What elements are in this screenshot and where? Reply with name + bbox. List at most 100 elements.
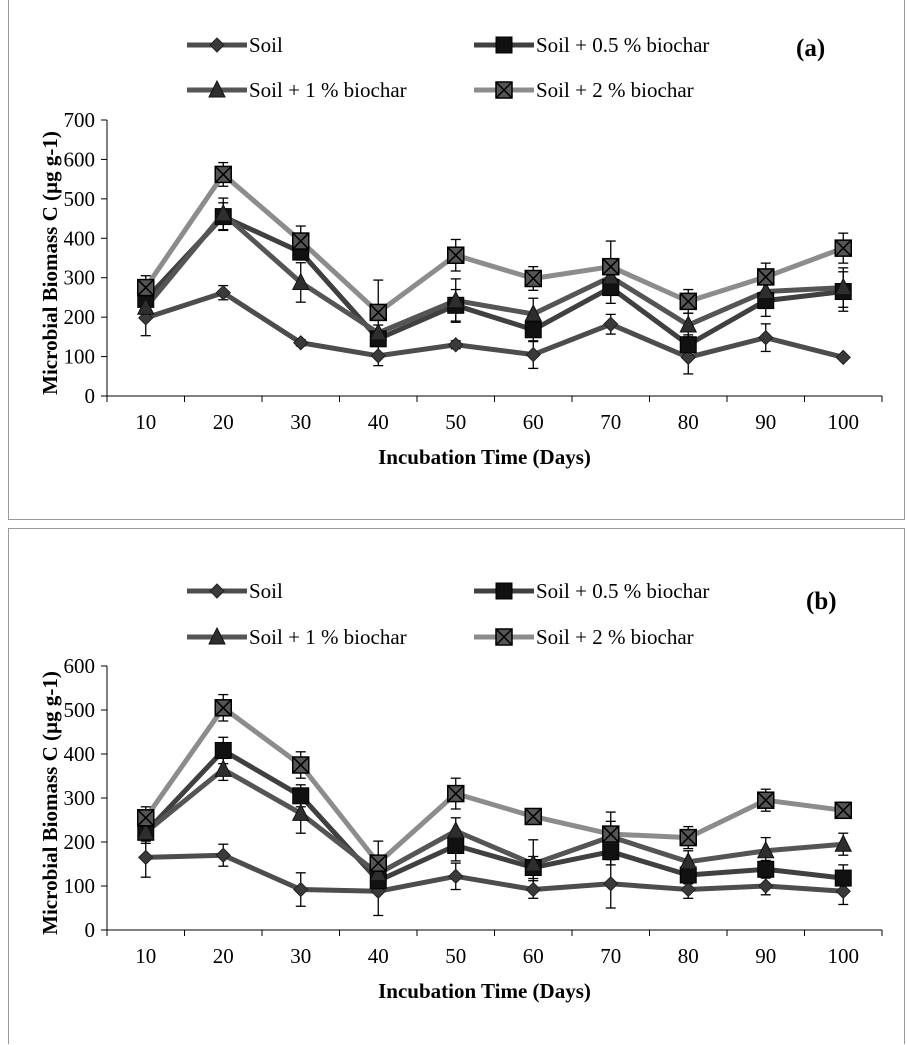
panel-label: (a): [796, 35, 825, 62]
data-point: [679, 314, 698, 333]
chart-b-svg: 0 100 200 300 400 500 600 10 20 30 40 50 60 70 80 90 100…: [38, 579, 883, 1003]
data-point: [447, 246, 465, 264]
data-point: [369, 303, 387, 322]
y-tick-label: 600: [64, 654, 96, 678]
data-point: [602, 825, 620, 843]
data-point: [602, 843, 620, 861]
data-point: [447, 784, 465, 803]
legend-label: Soil + 0.5 % biochar: [536, 579, 709, 603]
x-axis-title: Incubation Time (Days): [378, 979, 591, 1003]
data-point: [214, 165, 232, 184]
legend-label: Soil + 1 % biochar: [249, 625, 407, 649]
data-point: [602, 257, 620, 276]
data-point: [835, 349, 851, 366]
y-tick-label: 400: [64, 226, 96, 250]
x-tick-label: 80: [678, 944, 699, 968]
x-tick-label: 10: [135, 944, 156, 968]
x-tick-label: 60: [523, 410, 544, 434]
data-point: [757, 268, 775, 286]
series-line: [143, 705, 844, 866]
data-point: [291, 803, 310, 821]
x-tick-label: 20: [213, 410, 234, 434]
data-point: [679, 851, 698, 870]
y-tick-label: 400: [64, 742, 96, 766]
y-tick-label: 100: [64, 345, 96, 369]
legend-marker-icon: [495, 36, 513, 54]
data-point: [215, 284, 231, 301]
legend-marker-icon: [495, 582, 513, 600]
data-point: [524, 321, 542, 339]
data-point: [524, 269, 542, 288]
series-line: [145, 852, 844, 894]
data-point: [603, 876, 619, 892]
data-point: [834, 834, 853, 852]
x-tick-label: 80: [678, 410, 699, 434]
data-point: [834, 801, 852, 820]
legend-entry: Soil + 2 % biochar: [474, 625, 694, 649]
legend-entry: Soil + 1 % biochar: [187, 625, 407, 649]
legend-label: Soil + 1 % biochar: [249, 78, 407, 102]
data-point: [214, 203, 233, 222]
x-tick-label: 90: [755, 410, 776, 434]
data-point: [757, 860, 775, 878]
x-tick-label: 50: [445, 410, 466, 434]
y-tick-label: 300: [64, 786, 96, 810]
panel-label: (b): [806, 588, 837, 615]
data-point: [292, 756, 310, 774]
data-point: [293, 881, 309, 898]
data-point: [448, 868, 464, 885]
y-axis-title: Microbial Biomass C (µg g-1): [38, 131, 62, 395]
y-tick-label: 600: [64, 147, 96, 171]
legend-entry: Soil + 1 % biochar: [187, 78, 407, 102]
data-point: [756, 281, 775, 300]
data-point: [214, 741, 232, 759]
series-line: [143, 747, 844, 884]
x-axis-title: Incubation Time (Days): [378, 445, 591, 469]
chart-panel-a: 0 100 200 300 400 500 600 700 10 20 30 40 50 60 70 80 90…: [8, 0, 905, 520]
y-tick-label: 500: [64, 187, 96, 211]
series-line: [144, 290, 844, 360]
x-tick-label: 40: [368, 410, 389, 434]
data-point: [601, 266, 620, 285]
data-point: [292, 787, 310, 805]
legend-marker-icon: [495, 81, 513, 99]
data-point: [525, 346, 541, 363]
data-point: [679, 866, 697, 884]
x-tick-label: 70: [600, 944, 621, 968]
x-tick-label: 30: [290, 944, 311, 968]
series-line: [143, 214, 844, 348]
data-point: [137, 809, 155, 827]
data-point: [525, 881, 541, 898]
y-tick-label: 0: [85, 918, 96, 942]
data-point: [758, 878, 774, 894]
y-tick-label: 200: [64, 830, 96, 854]
legend-marker-icon: [209, 37, 225, 53]
y-tick-label: 700: [64, 108, 96, 132]
data-point: [758, 329, 774, 346]
legend-label: Soil: [249, 33, 283, 57]
data-point: [834, 239, 852, 257]
x-tick-label: 50: [445, 944, 466, 968]
data-point: [680, 881, 696, 898]
data-point: [834, 277, 853, 296]
legend-entry: Soil + 2 % biochar: [474, 78, 694, 102]
data-point: [679, 828, 697, 847]
data-point: [215, 847, 231, 863]
legend-marker-icon: [495, 628, 513, 646]
data-point: [292, 232, 310, 250]
data-point: [448, 337, 464, 353]
data-point: [835, 883, 851, 899]
y-tick-label: 500: [64, 698, 96, 722]
x-tick-label: 20: [213, 944, 234, 968]
data-point: [214, 759, 233, 777]
y-tick-label: 300: [64, 266, 96, 290]
legend-marker-icon: [209, 583, 225, 599]
y-tick-label: 100: [64, 874, 96, 898]
legend-entry: Soil + 0.5 % biochar: [474, 579, 709, 603]
data-point: [756, 840, 775, 859]
legend-marker-icon: [208, 626, 226, 645]
x-tick-label: 30: [290, 410, 311, 434]
data-point: [369, 854, 387, 872]
x-tick-label: 60: [523, 944, 544, 968]
legend-label: Soil + 0.5 % biochar: [536, 33, 709, 57]
